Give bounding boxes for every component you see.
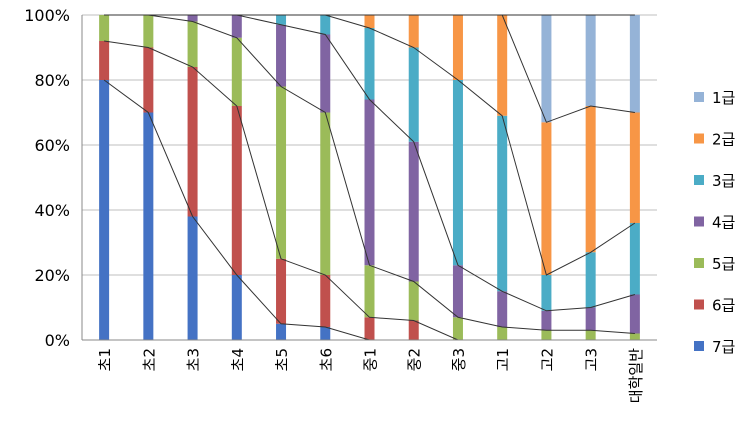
bar-segment-1급 bbox=[629, 15, 640, 113]
bar-segment-5급 bbox=[276, 86, 287, 259]
bar-segment-2급 bbox=[585, 106, 596, 253]
bar-segment-5급 bbox=[585, 330, 596, 340]
bar-segment-3급 bbox=[541, 275, 552, 311]
bar-segment-1급 bbox=[541, 15, 552, 123]
x-category-label: 중3 bbox=[450, 348, 468, 371]
bar-segment-2급 bbox=[541, 122, 552, 275]
bar-segment-3급 bbox=[585, 252, 596, 308]
legend-label: 7급 bbox=[712, 338, 736, 356]
legend-swatch-7급 bbox=[694, 341, 704, 351]
bar-segment-6급 bbox=[276, 258, 287, 324]
bar-segment-5급 bbox=[99, 15, 110, 41]
bar-segment-4급 bbox=[585, 307, 596, 331]
legend-swatch-2급 bbox=[694, 133, 704, 144]
bar-segment-4급 bbox=[320, 34, 331, 113]
bar-segment-4급 bbox=[452, 265, 463, 318]
bar-segment-6급 bbox=[320, 275, 331, 327]
x-category-label: 초6 bbox=[317, 348, 335, 371]
bar-segment-5급 bbox=[231, 37, 242, 106]
legend-label: 2급 bbox=[712, 131, 736, 149]
x-category-label: 대학일반 bbox=[627, 348, 645, 403]
x-category-label: 고3 bbox=[583, 348, 601, 371]
y-tick-label: 80% bbox=[34, 71, 70, 90]
bar-segment-4급 bbox=[408, 141, 419, 282]
bar-segment-3급 bbox=[497, 115, 508, 292]
bar-segment-5급 bbox=[320, 112, 331, 275]
legend-label: 3급 bbox=[712, 172, 736, 190]
bar-segment-4급 bbox=[364, 99, 375, 266]
x-category-label: 초3 bbox=[185, 348, 203, 371]
bar-segment-7급 bbox=[231, 275, 242, 340]
bar-segment-3급 bbox=[408, 47, 419, 142]
legend-swatch-1급 bbox=[694, 92, 704, 102]
bar-segment-3급 bbox=[452, 80, 463, 266]
bar-segment-5급 bbox=[408, 281, 419, 321]
x-category-label: 중2 bbox=[406, 348, 424, 371]
bar-segment-6급 bbox=[143, 47, 154, 113]
bar-segment-3급 bbox=[276, 15, 287, 25]
x-category-label: 중1 bbox=[362, 348, 380, 371]
bar-segment-7급 bbox=[320, 327, 331, 340]
bar-segment-5급 bbox=[187, 21, 198, 67]
x-category-label: 초4 bbox=[229, 348, 247, 371]
bar-segment-4급 bbox=[541, 310, 552, 331]
x-category-label: 초5 bbox=[273, 348, 291, 371]
legend-label: 6급 bbox=[712, 297, 736, 315]
bar-segment-6급 bbox=[187, 67, 198, 217]
y-tick-label: 0% bbox=[45, 331, 70, 350]
y-tick-label: 60% bbox=[34, 136, 70, 155]
bar-segment-4급 bbox=[187, 15, 198, 22]
legend-swatch-6급 bbox=[694, 299, 704, 310]
bar-segment-5급 bbox=[541, 330, 552, 340]
bar-segment-5급 bbox=[452, 317, 463, 340]
bar-segment-2급 bbox=[497, 15, 508, 116]
bar-segment-6급 bbox=[408, 320, 419, 340]
bar-segment-7급 bbox=[276, 323, 287, 340]
bar-segment-6급 bbox=[364, 317, 375, 340]
bar-segment-5급 bbox=[364, 265, 375, 318]
bar-segment-4급 bbox=[497, 291, 508, 327]
bar-segment-5급 bbox=[143, 15, 154, 48]
x-category-label: 고1 bbox=[494, 348, 512, 371]
x-category-label: 고2 bbox=[538, 348, 556, 371]
bar-segment-7급 bbox=[187, 216, 198, 340]
bar-segment-6급 bbox=[231, 106, 242, 275]
legend-swatch-3급 bbox=[694, 175, 704, 185]
bar-segment-7급 bbox=[143, 112, 154, 340]
x-category-label: 초2 bbox=[140, 348, 158, 371]
bar-segment-6급 bbox=[99, 41, 110, 80]
series-connector-line bbox=[104, 14, 635, 334]
y-tick-label: 100% bbox=[24, 6, 70, 25]
bar-segment-4급 bbox=[276, 24, 287, 87]
bar-segment-7급 bbox=[99, 80, 110, 340]
bar-segment-2급 bbox=[629, 112, 640, 223]
bar-segment-2급 bbox=[364, 15, 375, 28]
legend-swatch-4급 bbox=[694, 216, 704, 227]
bar-segment-1급 bbox=[585, 15, 596, 106]
bar-segment-4급 bbox=[629, 294, 640, 334]
legend-label: 1급 bbox=[712, 89, 736, 107]
bar-segment-4급 bbox=[231, 15, 242, 38]
legend-label: 5급 bbox=[712, 255, 736, 273]
bar-segment-5급 bbox=[629, 333, 640, 340]
bar-segment-3급 bbox=[629, 223, 640, 295]
bar-segment-2급 bbox=[408, 15, 419, 48]
bar-segment-3급 bbox=[320, 15, 331, 35]
legend-label: 4급 bbox=[712, 214, 736, 232]
bar-segment-3급 bbox=[364, 28, 375, 100]
bar-segment-2급 bbox=[452, 15, 463, 80]
legend-swatch-5급 bbox=[694, 258, 704, 268]
bar-segment-5급 bbox=[497, 327, 508, 340]
x-category-label: 초1 bbox=[96, 348, 114, 371]
y-tick-label: 20% bbox=[34, 266, 70, 285]
y-tick-label: 40% bbox=[34, 201, 70, 220]
